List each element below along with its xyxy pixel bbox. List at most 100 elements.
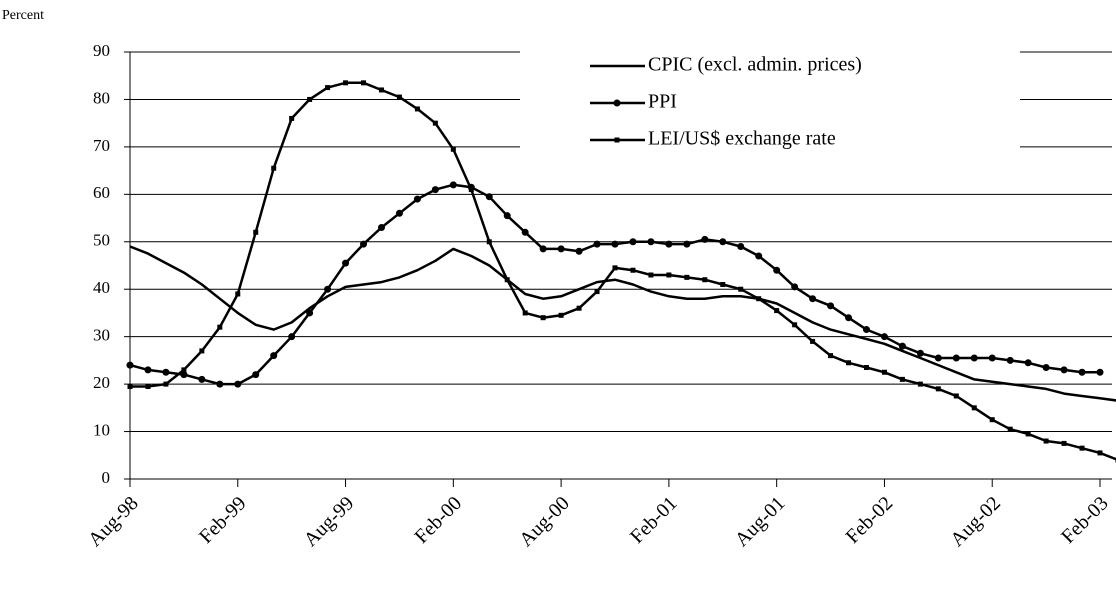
point — [665, 240, 673, 248]
point — [719, 238, 727, 246]
point — [809, 295, 817, 303]
point — [701, 235, 709, 243]
point — [395, 209, 403, 217]
point — [1078, 368, 1086, 376]
point — [971, 405, 977, 411]
point — [271, 165, 277, 171]
point — [1097, 450, 1103, 456]
point — [1006, 356, 1014, 364]
point — [342, 259, 350, 267]
legend-box — [520, 40, 1020, 152]
point — [576, 305, 582, 311]
point — [683, 240, 691, 248]
point — [863, 365, 869, 371]
point — [361, 80, 367, 86]
point — [450, 146, 456, 152]
y-tick-label: 60 — [93, 183, 110, 202]
point — [989, 417, 995, 423]
point — [774, 308, 780, 314]
point — [756, 296, 762, 302]
y-tick-label: 90 — [93, 41, 110, 60]
legend-marker — [613, 99, 621, 107]
point — [988, 354, 996, 362]
y-axis-label: Percent — [2, 8, 44, 23]
point — [324, 285, 332, 293]
point — [916, 349, 924, 357]
point — [216, 380, 224, 388]
point — [952, 354, 960, 362]
point — [539, 245, 547, 253]
point — [343, 80, 349, 86]
x-tick-label: Feb-01 — [626, 492, 682, 548]
point — [307, 96, 313, 102]
series-line — [129, 245, 1116, 402]
point — [702, 277, 708, 283]
point — [845, 314, 853, 322]
point — [738, 286, 744, 292]
point — [396, 94, 402, 100]
point — [504, 277, 510, 283]
point — [1060, 366, 1068, 374]
point — [199, 348, 205, 354]
point — [629, 238, 637, 246]
point — [360, 240, 368, 248]
point — [828, 353, 834, 359]
point — [503, 212, 511, 220]
point — [126, 361, 134, 369]
point — [413, 195, 421, 203]
point — [522, 310, 528, 316]
point — [432, 120, 438, 126]
point — [684, 274, 690, 280]
legend-marker — [614, 137, 620, 143]
point — [163, 381, 169, 387]
point — [540, 315, 546, 321]
point — [827, 302, 835, 310]
point — [791, 283, 799, 291]
point — [252, 371, 260, 379]
point — [485, 193, 493, 201]
point — [306, 309, 314, 317]
y-tick-label: 0 — [102, 468, 111, 487]
point — [647, 238, 655, 246]
point — [217, 324, 223, 330]
point — [862, 326, 870, 334]
point — [1007, 426, 1013, 432]
point — [325, 85, 331, 91]
x-tick-label: Aug-00 — [515, 492, 574, 551]
point — [234, 380, 242, 388]
y-tick-label: 80 — [93, 88, 110, 107]
x-tick-label: Aug-02 — [946, 492, 1005, 551]
point — [611, 240, 619, 248]
point — [773, 266, 781, 274]
point — [377, 224, 385, 232]
point — [810, 338, 816, 344]
x-tick-label: Feb-00 — [410, 492, 466, 548]
x-tick-label: Aug-99 — [300, 492, 359, 551]
point — [468, 187, 474, 193]
x-tick-label: Aug-01 — [731, 492, 790, 551]
point — [934, 354, 942, 362]
point — [288, 333, 296, 341]
point — [1061, 440, 1067, 446]
y-tick-label: 20 — [93, 373, 110, 392]
y-tick-label: 10 — [93, 420, 110, 439]
point — [235, 291, 241, 297]
point — [1024, 359, 1032, 367]
point — [898, 342, 906, 350]
point — [145, 383, 151, 389]
point — [198, 375, 206, 383]
point — [666, 272, 672, 278]
point — [630, 267, 636, 273]
point — [1079, 445, 1085, 451]
x-tick-label: Feb-02 — [842, 492, 898, 548]
point — [127, 383, 133, 389]
x-tick-label: Feb-99 — [195, 492, 251, 548]
point — [521, 228, 529, 236]
point — [1096, 368, 1104, 376]
point — [431, 186, 439, 194]
point — [917, 381, 923, 387]
point — [144, 366, 152, 374]
point — [846, 360, 852, 366]
point — [594, 289, 600, 295]
